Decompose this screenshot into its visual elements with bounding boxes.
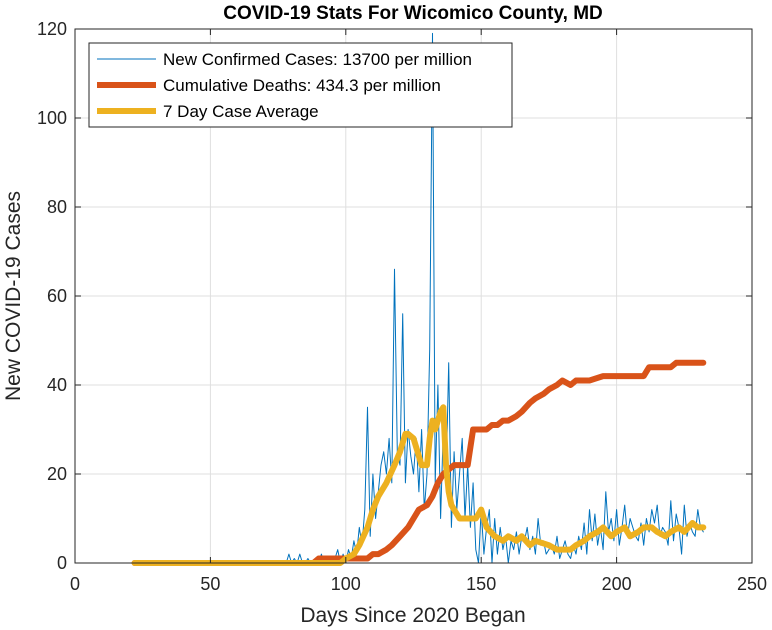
x-tick-label: 100 — [331, 574, 361, 594]
y-axis: 0 20 40 60 80 100 120 — [37, 19, 752, 573]
y-tick-label: 80 — [47, 197, 67, 217]
cumulative-deaths-line — [131, 359, 707, 566]
x-tick-label: 50 — [200, 574, 220, 594]
x-tick-label: 200 — [602, 574, 632, 594]
y-axis-label: New COVID-19 Cases — [2, 191, 25, 401]
x-tick-label: 250 — [737, 574, 767, 594]
legend-box — [88, 42, 513, 128]
y-tick-label: 0 — [57, 553, 67, 573]
legend-label: Cumulative Deaths: 434.3 per million — [163, 76, 441, 95]
x-axis-label: Days Since 2020 Began — [300, 604, 525, 627]
y-tick-label: 120 — [37, 19, 67, 39]
chart-title: COVID-19 Stats For Wicomico County, MD — [223, 3, 603, 24]
y-tick-label: 60 — [47, 286, 67, 306]
legend-label: 7 Day Case Average — [163, 102, 319, 121]
y-tick-label: 20 — [47, 464, 67, 484]
x-tick-label: 0 — [70, 574, 80, 594]
seven-day-average-line — [131, 404, 707, 566]
x-tick-label: 150 — [466, 574, 496, 594]
legend-label: New Confirmed Cases: 13700 per million — [163, 50, 472, 69]
y-tick-label: 40 — [47, 375, 67, 395]
legend: New Confirmed Cases: 13700 per million Cu… — [88, 42, 513, 128]
x-axis: 0 50 100 150 200 250 — [70, 29, 767, 594]
y-tick-label: 100 — [37, 108, 67, 128]
